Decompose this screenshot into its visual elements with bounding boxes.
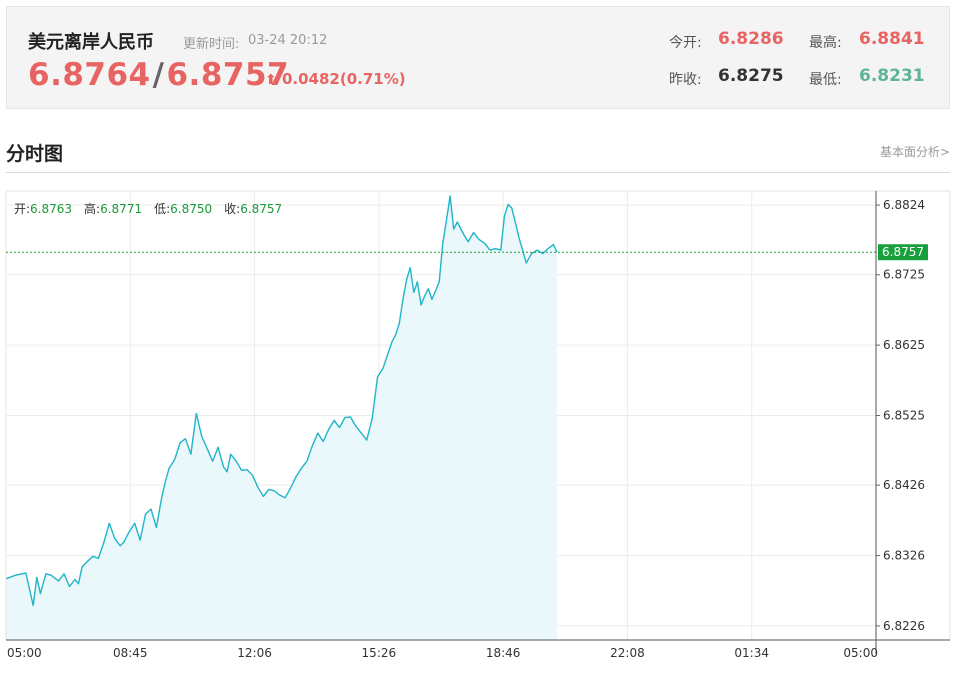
price-separator: /: [152, 57, 165, 93]
y-tick-label: 6.8525: [883, 409, 925, 423]
ohlc-legend: 开: 6.8763 高: 6.8771 低: 6.8750 收: 6.8757: [14, 201, 282, 216]
prev-close-label: 昨收:: [669, 72, 702, 88]
price-line: [5, 195, 558, 607]
x-tick-label: 22:08: [610, 646, 645, 660]
bid-price: 6.8764: [28, 57, 151, 93]
update-time-value: 03-24 20:12: [248, 33, 328, 48]
legend-label: 开:: [14, 202, 30, 216]
current-price-line: 6.8757: [6, 244, 928, 261]
current-price-tag: [878, 244, 928, 261]
legend-value: 6.8763: [30, 202, 72, 216]
ask-price: 6.8757: [166, 57, 290, 93]
y-tick-label: 6.8326: [883, 549, 925, 563]
section-title: 分时图: [6, 143, 64, 165]
fundamental-analysis-link[interactable]: 基本面分析>: [879, 145, 950, 159]
y-tick-label: 6.8725: [883, 268, 925, 282]
quote-header: 美元离岸人民币 更新时间: 03-24 20:12 6.8764/6.8757 …: [6, 6, 950, 109]
y-axis: 6.8824 6.8725 6.8625 6.8525 6.8426 6.8326 6.82…: [876, 198, 925, 633]
y-tick-label: 6.8625: [883, 338, 925, 352]
section-divider: [6, 172, 950, 173]
legend-label: 高:: [84, 201, 100, 216]
legend-label: 低:: [154, 202, 170, 216]
chart-frame: [5, 190, 951, 654]
y-tick-label: 6.8426: [883, 478, 925, 492]
legend-value: 6.8750: [170, 202, 212, 216]
low-label: 最低:: [809, 72, 842, 88]
price-area: [6, 195, 557, 640]
x-axis: 05:00 08:45 12:06 15:26 18:46 22:08 01:34 05:00: [7, 646, 878, 660]
price-display: 6.8764/6.8757: [28, 57, 289, 93]
open-value: 6.8286: [718, 29, 784, 49]
prev-close-value: 6.8275: [718, 66, 784, 86]
change-value: 0.0482(0.71%): [281, 70, 406, 88]
legend-value: 6.8771: [100, 202, 142, 216]
open-label: 今开:: [669, 35, 702, 51]
x-tick-label: 15:26: [362, 646, 397, 660]
x-tick-label: 05:00: [7, 646, 42, 660]
intraday-chart[interactable]: 6.8757 6.88246.87256.86256.85256.84266.8…: [0, 185, 958, 675]
high-label: 最高:: [809, 35, 842, 51]
x-tick-label: 01:34: [734, 646, 769, 660]
y-tick-label: 6.8226: [883, 619, 925, 633]
legend-value: 6.8757: [240, 202, 282, 216]
price-change: ⬆ 0.0482(0.71%): [265, 70, 406, 88]
update-time-label: 更新时间:: [183, 37, 240, 52]
x-tick-label: 12:06: [237, 646, 272, 660]
high-value: 6.8841: [859, 29, 925, 49]
x-tick-label: 08:45: [113, 646, 148, 660]
x-tick-label: 05:00: [843, 646, 878, 660]
instrument-title: 美元离岸人民币: [28, 32, 154, 53]
low-value: 6.8231: [859, 66, 925, 86]
y-tick-label: 6.8824: [883, 198, 925, 212]
current-price-label: 6.8757: [882, 245, 924, 259]
x-tick-label: 18:46: [486, 646, 521, 660]
legend-label: 收:: [224, 202, 240, 216]
up-arrow-icon: ⬆: [265, 72, 277, 88]
